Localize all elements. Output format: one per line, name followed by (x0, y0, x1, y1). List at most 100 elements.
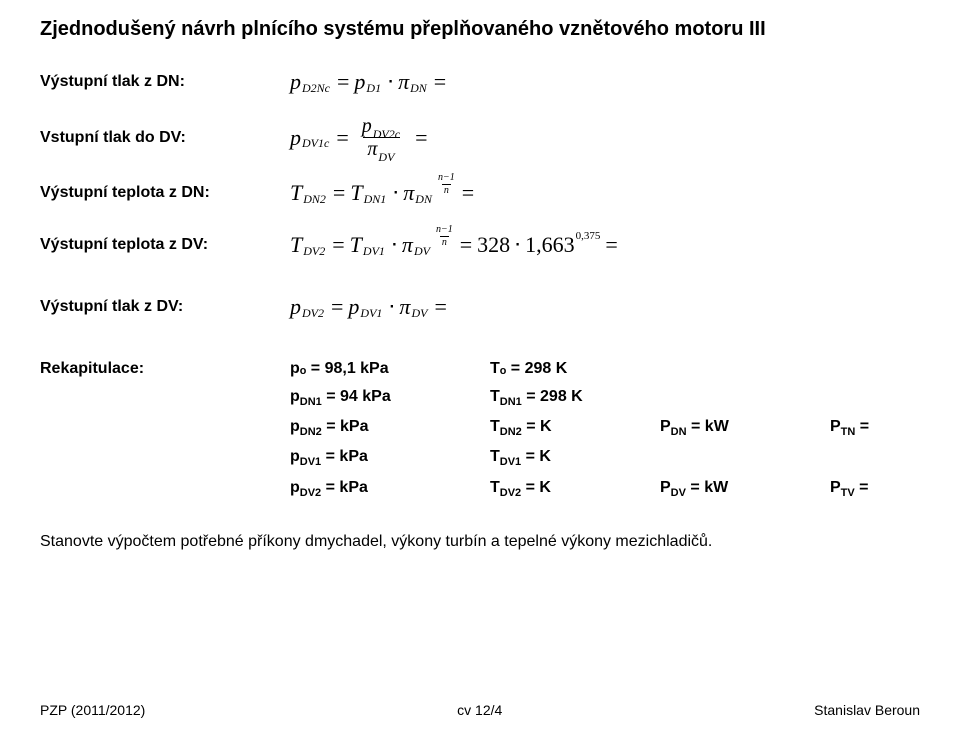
text: = kPa (321, 479, 368, 496)
recap-cell: pDV1 = kPa (290, 448, 490, 468)
sym-p: p (354, 69, 365, 95)
label: Výstupní tlak z DN: (40, 73, 290, 91)
recap-row: Rekapitulace: pₒ = 98,1 kPa Tₒ = 298 K (40, 360, 920, 378)
sym: P (830, 479, 841, 496)
sub: D1 (366, 81, 381, 96)
op-eq: = (462, 180, 474, 206)
sub: DN1 (364, 192, 387, 207)
op-eq: = (434, 294, 446, 320)
sub: DV1 (300, 457, 321, 469)
recap-cell: PTN = (830, 418, 950, 438)
sub: DN1 (500, 396, 522, 408)
value: 1,663 (525, 232, 575, 258)
sym-t: T (290, 232, 302, 258)
sub: DV (671, 487, 686, 499)
footer-right: Stanislav Beroun (814, 702, 920, 718)
text: = K (521, 479, 551, 496)
sym: P (830, 418, 841, 435)
sub: DV2c (373, 127, 400, 141)
sub: DV1 (360, 306, 382, 321)
op-dot: ⋅ (392, 180, 399, 206)
fraction: pDV2c πDV (358, 115, 406, 160)
text: = kW (686, 479, 728, 496)
sym-pi: π (403, 180, 414, 206)
sub: DN2 (500, 426, 522, 438)
text: = 298 K (522, 388, 583, 405)
recap-cell: PDN = kW (660, 418, 830, 438)
recap-cell: pDN1 = 94 kPa (290, 388, 490, 408)
sym: T (490, 388, 500, 405)
sub: TN (841, 426, 856, 438)
recap-cell: TDN1 = 298 K (490, 388, 660, 408)
sym: p (290, 448, 300, 465)
sym-p: p (348, 294, 359, 320)
text: = K (521, 448, 551, 465)
op-dot: ⋅ (391, 232, 398, 258)
footer-left: PZP (2011/2012) (40, 702, 145, 718)
value: 328 (477, 232, 510, 258)
sym: p (290, 418, 300, 435)
sub: DV2 (300, 487, 321, 499)
sub: DV2 (303, 244, 325, 259)
sym-pi: π (402, 232, 413, 258)
sym-pi: π (367, 138, 377, 160)
text: = 94 kPa (322, 388, 391, 405)
recap-cell: PTV = (830, 479, 950, 499)
recap-cell: TDV2 = K (490, 479, 660, 499)
text: = K (522, 418, 552, 435)
op-dot: ⋅ (514, 232, 521, 258)
equation: T DN2 = T DN1 ⋅ π DN n−1 n = (290, 180, 479, 206)
sub: DV (378, 150, 394, 164)
sub: DN2 (303, 192, 326, 207)
sub: DN (410, 81, 427, 96)
recap-row: pDN2 = kPa TDN2 = K PDN = kW PTN = (40, 418, 920, 438)
sub: DV1 (500, 457, 521, 469)
sub: D2Nc (302, 81, 330, 96)
sub: DN (415, 192, 432, 207)
recap-row: pDV1 = kPa TDV1 = K (40, 448, 920, 468)
sym: p (290, 388, 300, 405)
recap-row: pDN1 = 94 kPa TDN1 = 298 K (40, 388, 920, 408)
op-eq: = (331, 294, 343, 320)
equation: p DV2 = p DV1 ⋅ π DV = (290, 294, 452, 320)
label: Výstupní tlak z DV: (40, 298, 290, 316)
exponent: 0,375 (576, 230, 601, 242)
row-output-pressure-dv: Výstupní tlak z DV: p DV2 = p DV1 ⋅ π DV… (40, 288, 920, 326)
recap-cell: pDV2 = kPa (290, 479, 490, 499)
sub: DN1 (300, 396, 322, 408)
exponent-fraction: n−1 n (436, 173, 457, 196)
text: = (855, 418, 869, 435)
sub: DV1c (302, 136, 329, 151)
instruction-note: Stanovte výpočtem potřebné příkony dmych… (40, 533, 920, 551)
recap-cell: Tₒ = 298 K (490, 360, 660, 378)
sym: T (490, 418, 500, 435)
recap-row: pDV2 = kPa TDV2 = K PDV = kW PTV = (40, 479, 920, 499)
op-eq: = (605, 232, 617, 258)
exponent-fraction: n−1 n (434, 225, 455, 248)
label: Výstupní teplota z DV: (40, 236, 290, 254)
row-output-temp-dv: Výstupní teplota z DV: T DV2 = T DV1 ⋅ π… (40, 226, 920, 264)
recap-section: Rekapitulace: pₒ = 98,1 kPa Tₒ = 298 K p… (40, 360, 920, 499)
op-eq: = (460, 232, 472, 258)
text: = (855, 479, 869, 496)
text: = kPa (322, 418, 369, 435)
op-dot: ⋅ (388, 294, 395, 320)
label: Vstupní tlak do DV: (40, 129, 290, 147)
sub: DV2 (500, 487, 521, 499)
sub: DN2 (300, 426, 322, 438)
exp-den: n (440, 236, 449, 248)
op-eq: = (333, 180, 345, 206)
sym-p: p (290, 69, 301, 95)
sym: T (490, 448, 500, 465)
op-dot: ⋅ (387, 69, 394, 95)
recap-cell: pDN2 = kPa (290, 418, 490, 438)
sym-p: p (362, 115, 372, 137)
sub: DV (411, 306, 427, 321)
page-title: Zjednodušený návrh plnícího systému přep… (40, 18, 920, 41)
recap-cell: pₒ = 98,1 kPa (290, 360, 490, 378)
footer: PZP (2011/2012) cv 12/4 Stanislav Beroun (40, 702, 920, 718)
text: = kPa (321, 448, 368, 465)
equation: T DV2 = T DV1 ⋅ π DV n−1 n = 328 ⋅ 1,663… (290, 232, 623, 258)
sym: T (490, 479, 500, 496)
sym-t: T (350, 232, 362, 258)
